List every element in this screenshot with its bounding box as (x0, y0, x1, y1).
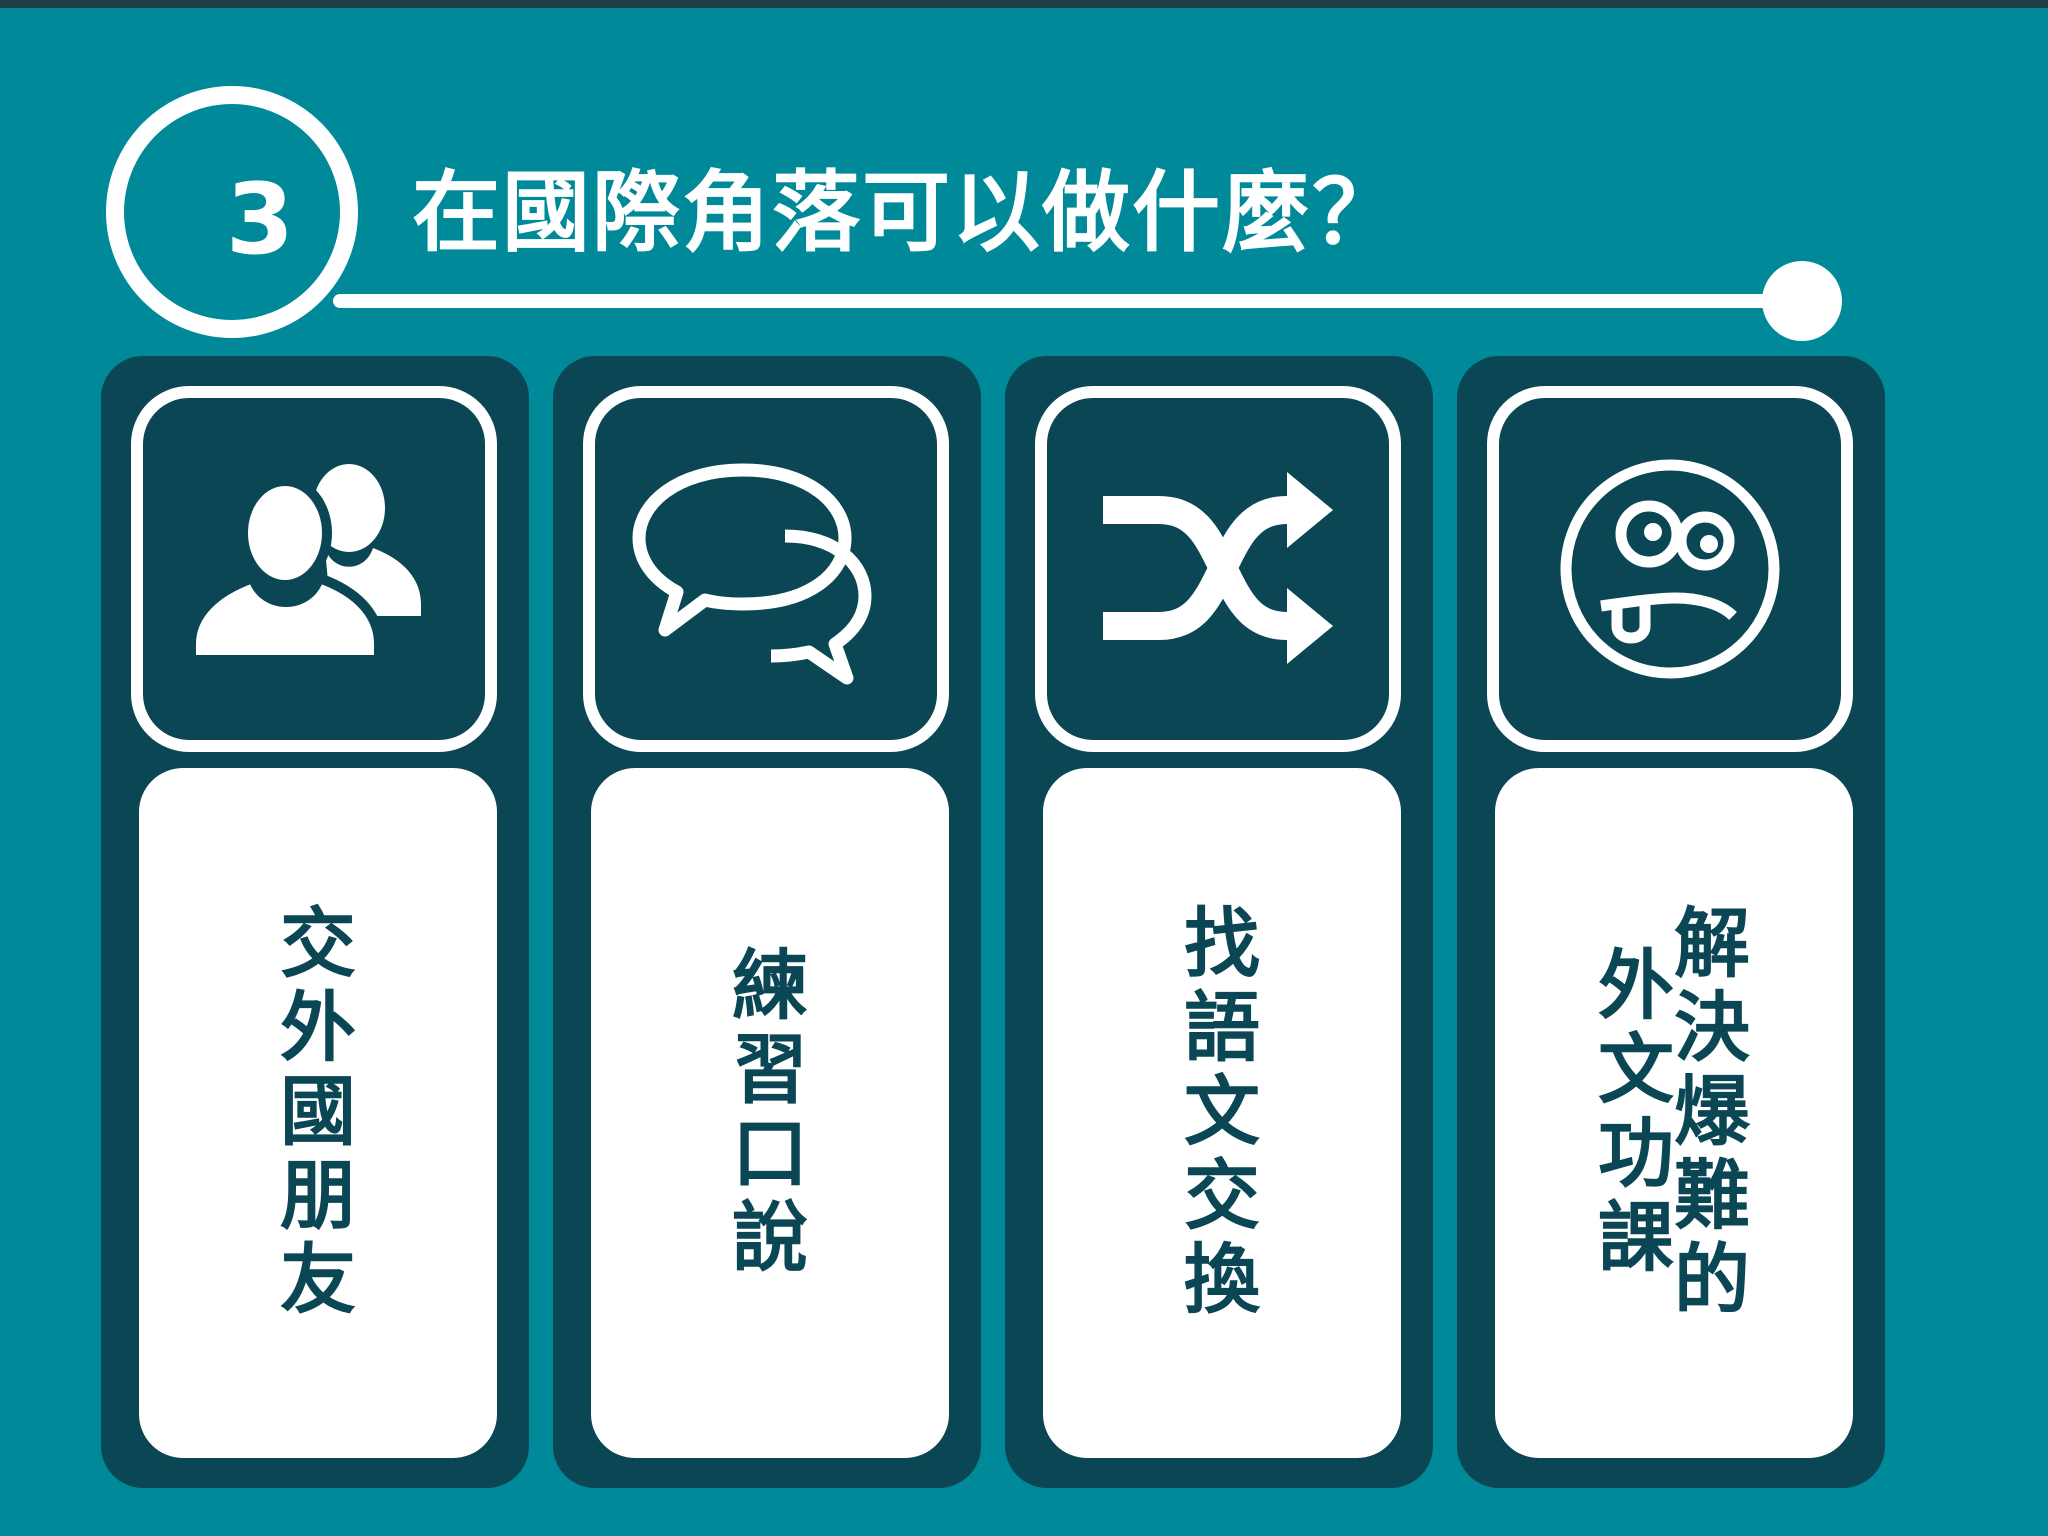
card-label: 交外國朋友 (280, 899, 356, 1324)
card-label-line-2: 外文功課 (1598, 941, 1674, 1282)
users-icon (186, 464, 421, 665)
silly-face-icon (1560, 459, 1780, 679)
card-homework-help[interactable]: 解決爆難的 外文功課 (1457, 356, 1885, 1488)
card-make-friends[interactable]: 交外國朋友 (101, 356, 529, 1488)
card-label-box: 練習口說 (591, 768, 949, 1458)
card-language-exchange[interactable]: 找語文交換 (1005, 356, 1433, 1488)
step-number: 3 (225, 163, 295, 277)
card-icon-frame (1487, 386, 1853, 752)
step-badge-decoration (0, 0, 2048, 341)
card-icon-frame (131, 386, 497, 752)
card-label-box: 解決爆難的 外文功課 (1495, 768, 1853, 1458)
card-icon-frame (583, 386, 949, 752)
card-label: 練習口說 (732, 941, 808, 1282)
card-speaking-practice[interactable]: 練習口說 (553, 356, 981, 1488)
page-title: 在國際角落可以做什麼？ (412, 161, 1403, 264)
card-label: 找語文交換 (1184, 899, 1260, 1324)
card-label-box: 找語文交換 (1043, 768, 1401, 1458)
card-label-line-1: 解決爆難的 (1674, 899, 1750, 1324)
card-icon-frame (1035, 386, 1401, 752)
chat-bubbles-icon (632, 463, 872, 685)
card-label-box: 交外國朋友 (139, 768, 497, 1458)
shuffle-icon (1103, 472, 1333, 664)
